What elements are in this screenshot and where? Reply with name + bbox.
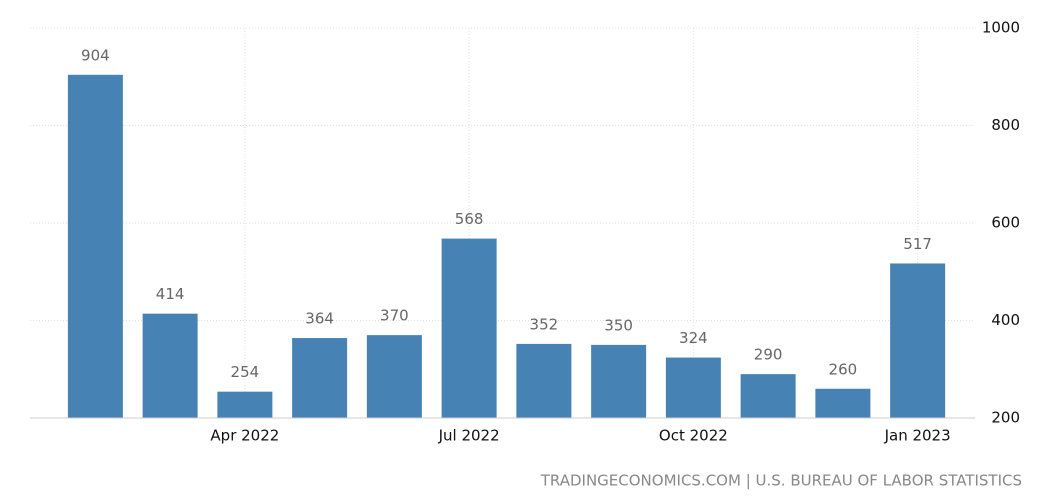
bar: [142, 313, 198, 418]
x-tick-label: Oct 2022: [659, 427, 728, 445]
bar: [217, 391, 273, 418]
x-tick-label: Jan 2023: [884, 427, 951, 445]
bar: [890, 263, 946, 418]
y-tick-label: 1000: [982, 19, 1020, 37]
data-label: 364: [305, 310, 334, 328]
data-label: 904: [81, 46, 110, 64]
bar: [815, 388, 871, 418]
data-label: 370: [380, 307, 409, 325]
data-label: 517: [903, 235, 932, 253]
y-tick-label: 200: [991, 409, 1020, 427]
x-tick-label: Jul 2022: [438, 427, 500, 445]
y-tick-label: 800: [991, 116, 1020, 134]
data-label: 254: [231, 363, 260, 381]
data-label: 414: [156, 285, 185, 303]
data-label: 352: [530, 315, 559, 333]
data-label: 350: [604, 316, 633, 334]
data-label: 324: [679, 329, 708, 347]
data-label: 568: [455, 210, 484, 228]
bar: [441, 238, 497, 418]
source: TRADINGECONOMICS.COM | U.S. BUREAU OF LA…: [540, 472, 1022, 490]
bar: [591, 344, 647, 418]
data-label: 290: [754, 346, 783, 364]
bar: [67, 74, 123, 419]
bar: [292, 338, 348, 418]
bar: [665, 357, 721, 418]
x-tick-label: Apr 2022: [210, 427, 279, 445]
y-tick-label: 600: [991, 214, 1020, 232]
bar: [366, 335, 422, 418]
bar: [516, 343, 572, 418]
y-tick-label: 400: [991, 311, 1020, 329]
bar: [740, 374, 796, 418]
data-label: 260: [829, 360, 858, 378]
